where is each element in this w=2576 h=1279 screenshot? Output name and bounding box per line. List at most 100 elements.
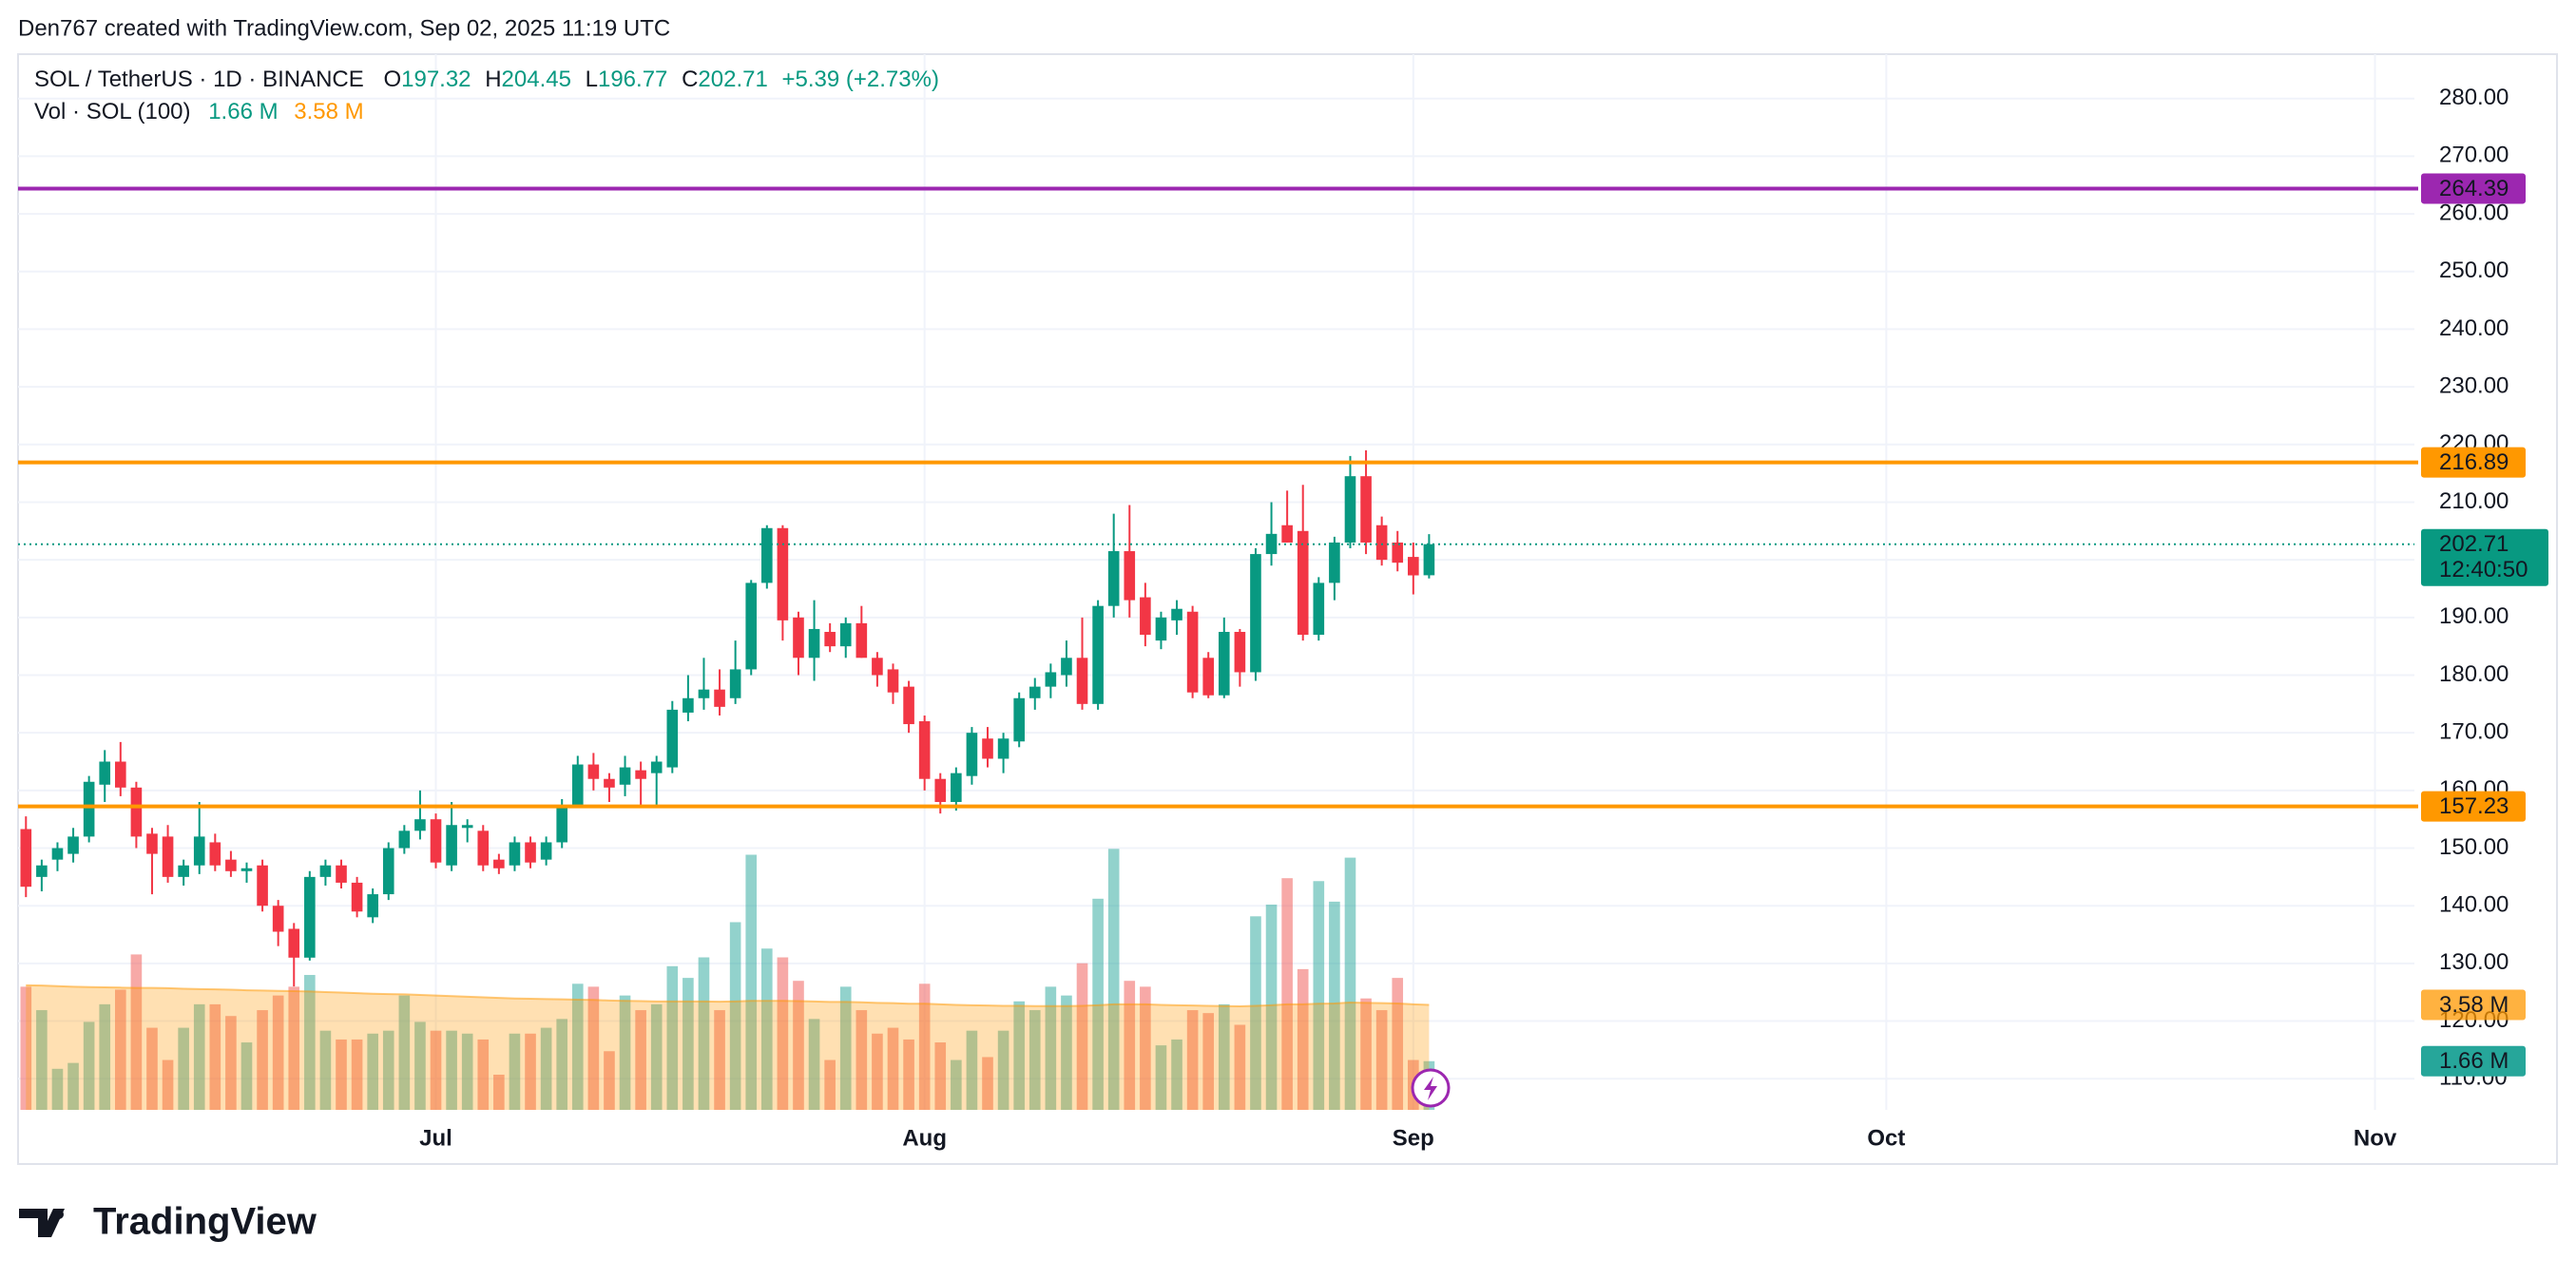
volume-bar: [240, 1042, 253, 1110]
y-tick-label: 270.00: [2439, 143, 2509, 168]
candle-body: [336, 865, 347, 883]
volume-bar: [1250, 916, 1261, 1110]
volume-bar: [446, 1030, 457, 1110]
candle-body: [1171, 608, 1182, 620]
volume-bar: [1218, 1003, 1230, 1110]
volume-bar: [272, 995, 284, 1110]
level-label: 216.89: [2439, 449, 2509, 475]
volume-bar: [493, 1074, 505, 1110]
candle-body: [1265, 533, 1278, 555]
candle-body: [761, 527, 773, 583]
candle-body: [304, 876, 316, 958]
y-tick-label: 180.00: [2439, 661, 2509, 687]
volume-bar: [729, 922, 741, 1110]
candle-body: [83, 781, 95, 837]
volume-bar: [666, 965, 679, 1110]
volume-bar: [604, 1051, 615, 1110]
frame: [17, 53, 2558, 1165]
candle-body: [1140, 597, 1151, 636]
candle-body: [1107, 551, 1120, 606]
price-label: 202.71: [2439, 531, 2509, 557]
volume-label-box: [2421, 1045, 2526, 1077]
plot: 110.00120.00130.00140.00150.00160.00170.…: [18, 54, 2548, 1151]
volume-bar: [1013, 1001, 1025, 1110]
candle-body: [461, 825, 473, 829]
candle-body: [1281, 525, 1293, 543]
y-tick-label: 130.00: [2439, 949, 2509, 975]
legend-key: L: [586, 67, 598, 92]
volume-bar: [540, 1027, 552, 1110]
volume-bar: [288, 986, 300, 1110]
candle-body: [997, 738, 1009, 759]
candle-body: [398, 830, 411, 849]
candle-body: [650, 761, 663, 773]
volume-bar: [1202, 1013, 1215, 1110]
brand: TradingView: [93, 1201, 317, 1243]
candle-body: [36, 865, 48, 877]
volume-bar: [872, 1033, 883, 1110]
candle-body: [1313, 582, 1325, 636]
candle-body: [162, 836, 174, 877]
volume-bar: [1313, 881, 1325, 1110]
candle-body: [571, 764, 584, 806]
volume-bar: [793, 981, 804, 1110]
candle-body: [288, 928, 300, 958]
y-tick-label: 280.00: [2439, 85, 2509, 110]
candle-body: [556, 805, 568, 843]
candle-body: [382, 848, 394, 895]
volume-bar: [67, 1062, 79, 1110]
candle-body: [1423, 544, 1435, 576]
legend-key: O: [383, 67, 401, 92]
y-tick-label: 260.00: [2439, 200, 2509, 225]
y-tick-label: 240.00: [2439, 315, 2509, 341]
volume-bar: [1375, 1010, 1388, 1110]
logo-mark: [19, 1209, 65, 1237]
candle-body: [367, 894, 378, 918]
volume-bar: [414, 1021, 426, 1110]
volume-bar: [178, 1027, 189, 1110]
candle-body: [414, 819, 426, 831]
volume-bar: [903, 1039, 914, 1110]
candle-body: [777, 527, 789, 620]
volume-bar: [461, 1033, 473, 1110]
volume-bar: [682, 978, 694, 1110]
legend-close: 202.71: [698, 67, 767, 92]
legend-key: H: [485, 67, 501, 92]
alert-icon: [1411, 1068, 1451, 1108]
candle-body: [1045, 672, 1057, 687]
candle-body: [1202, 658, 1215, 696]
volume-bar: [887, 1027, 899, 1110]
candle-body: [966, 733, 978, 776]
volume-bar: [1329, 901, 1340, 1110]
volume-bar: [319, 1030, 332, 1110]
legend-key: C: [682, 67, 698, 92]
volume-bar: [1186, 1010, 1199, 1110]
candle-body: [1250, 554, 1261, 673]
countdown: 12:40:50: [2439, 557, 2528, 582]
candle-body: [240, 868, 253, 871]
volume-bar: [351, 1039, 363, 1110]
candle-body: [351, 882, 363, 912]
brand-logo: TradingView: [19, 1201, 317, 1243]
volume-bar: [808, 1019, 820, 1110]
candle-body: [1375, 525, 1388, 561]
candle-body: [729, 669, 741, 698]
volume-bar: [1392, 978, 1404, 1110]
volume-bar: [951, 1059, 962, 1110]
level-label-box: [2421, 173, 2526, 204]
volume-bar: [115, 989, 126, 1110]
volume-bar: [982, 1057, 993, 1110]
candle-body: [509, 842, 521, 866]
volume-ma-label-box: [2421, 989, 2526, 1021]
candle-body: [477, 830, 490, 866]
volume-bar: [99, 1003, 111, 1110]
candle-body: [1076, 658, 1088, 704]
candle-body: [1061, 658, 1072, 676]
symbol: SOL / TetherUS · 1D · BINANCE: [34, 67, 364, 92]
y-tick-label: 140.00: [2439, 892, 2509, 918]
volume-bar: [1028, 1010, 1041, 1110]
candle-body: [178, 865, 189, 877]
volume-bar: [382, 1030, 394, 1110]
candle-body: [951, 773, 962, 802]
